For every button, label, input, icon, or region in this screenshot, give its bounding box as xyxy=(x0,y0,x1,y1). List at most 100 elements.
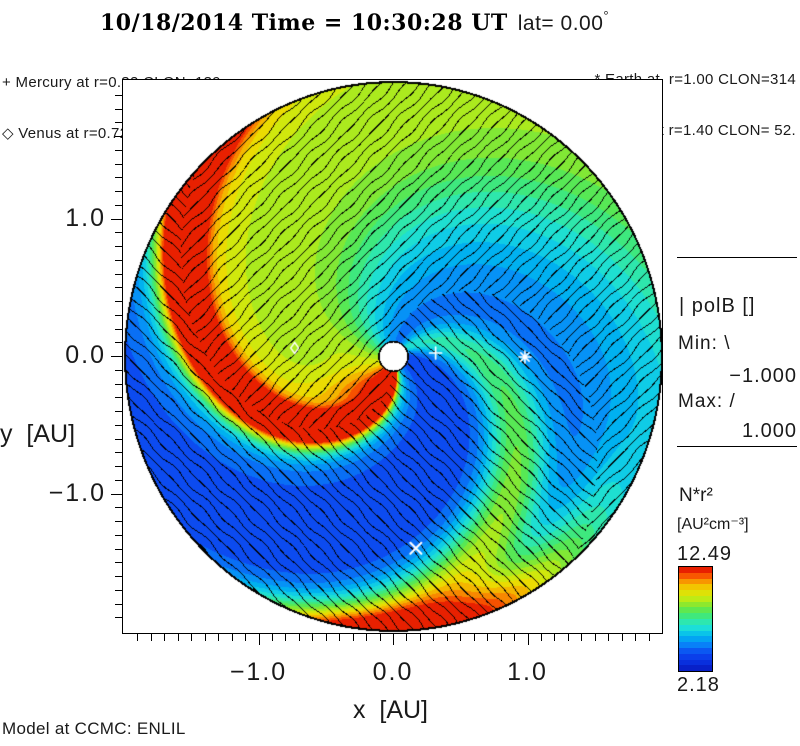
tick-mark xyxy=(115,548,122,550)
tick-mark xyxy=(352,634,354,641)
colorbar-band xyxy=(679,659,712,666)
title-latitude: lat= 0.00° xyxy=(518,8,609,36)
tick-mark xyxy=(115,576,122,577)
colorbar-units-label: [AU²cm⁻³] xyxy=(677,516,749,533)
polb-max-value: 1.000 xyxy=(741,420,797,442)
tick-mark xyxy=(115,94,122,96)
tick-mark xyxy=(115,204,122,206)
tick-mark xyxy=(406,634,408,641)
tick-mark xyxy=(554,634,556,641)
tick-mark xyxy=(115,191,122,192)
tick-mark xyxy=(115,424,122,426)
x-tick-label: −1.0 xyxy=(229,658,288,686)
tick-mark xyxy=(446,634,448,641)
tick-mark xyxy=(366,634,368,641)
tick-mark xyxy=(231,634,233,641)
tick-mark xyxy=(111,493,122,495)
polb-max-label: Max: xyxy=(678,391,724,412)
tick-mark xyxy=(204,634,206,641)
tick-mark xyxy=(325,634,327,641)
tick-mark xyxy=(115,617,122,619)
tick-mark xyxy=(460,634,462,641)
tick-mark xyxy=(115,287,122,289)
plot-title: 10/18/2014 Time = 10:30:28 UT lat= 0.00° xyxy=(100,8,609,36)
tick-mark xyxy=(635,634,637,641)
tick-mark xyxy=(312,634,314,641)
colorbar-band xyxy=(679,630,712,637)
tick-mark xyxy=(567,634,569,641)
tick-mark xyxy=(594,634,596,641)
colorbar xyxy=(678,566,713,672)
colorbar-band xyxy=(679,647,712,654)
tick-mark xyxy=(218,634,220,641)
tick-mark xyxy=(487,634,489,641)
tick-mark xyxy=(115,452,122,454)
tick-mark xyxy=(285,634,287,641)
y-tick-label: 1.0 xyxy=(65,203,106,232)
tick-mark xyxy=(115,342,122,344)
tick-mark xyxy=(621,634,623,641)
tick-mark xyxy=(115,301,122,302)
x-tick-label: 1.0 xyxy=(507,658,548,686)
tick-mark xyxy=(115,273,122,275)
tick-mark xyxy=(177,634,179,641)
polb-min-label: Min: xyxy=(678,333,718,354)
tick-mark xyxy=(115,246,122,247)
colorbar-band xyxy=(679,619,712,625)
polb-rule-bottom xyxy=(677,446,797,447)
polb-max-row: Max: / xyxy=(678,391,736,413)
colorbar-band xyxy=(679,590,712,596)
tick-mark xyxy=(608,634,610,641)
tick-mark xyxy=(111,356,122,357)
tick-mark xyxy=(379,634,381,641)
tick-mark xyxy=(115,149,122,151)
colorbar-band xyxy=(679,613,712,620)
tick-mark xyxy=(115,521,122,522)
tick-mark xyxy=(115,466,122,467)
tick-mark xyxy=(115,136,122,137)
colorbar-band xyxy=(679,595,712,602)
colorbar-band xyxy=(679,653,712,660)
tick-mark xyxy=(164,634,166,641)
tick-mark xyxy=(115,232,122,234)
colorbar-band xyxy=(679,584,712,591)
tick-mark xyxy=(115,534,122,536)
polb-title: | polB [] xyxy=(679,295,756,317)
tick-mark xyxy=(115,562,122,564)
tick-mark xyxy=(115,163,122,165)
tick-mark xyxy=(648,634,650,641)
tick-mark xyxy=(245,634,247,641)
tick-mark xyxy=(115,328,122,330)
tick-mark xyxy=(527,634,529,645)
tick-mark xyxy=(115,177,122,179)
tick-mark xyxy=(393,634,394,645)
colorbar-band xyxy=(679,567,712,573)
polb-rule-top xyxy=(677,257,797,258)
tick-mark xyxy=(298,634,300,641)
tick-mark xyxy=(115,438,122,440)
tick-mark xyxy=(258,634,260,645)
tick-mark xyxy=(115,397,122,399)
x-tick-label: 0.0 xyxy=(372,658,414,686)
tick-mark xyxy=(581,634,583,641)
polb-min-hatch-icon: \ xyxy=(724,333,731,354)
tick-mark xyxy=(540,634,542,641)
colorbar-band xyxy=(679,578,712,585)
tick-mark xyxy=(115,259,122,261)
colorbar-min-value: 2.18 xyxy=(677,674,720,696)
polb-max-hatch-icon: / xyxy=(729,391,736,412)
tick-mark xyxy=(115,507,122,509)
colorbar-band xyxy=(679,624,712,631)
tick-mark xyxy=(191,634,193,641)
density-heatmap xyxy=(123,80,662,633)
y-tick-label: 0.0 xyxy=(65,341,106,369)
colorbar-band xyxy=(679,601,712,608)
tick-mark xyxy=(115,314,122,316)
tick-mark xyxy=(115,411,122,412)
colorbar-max-value: 12.49 xyxy=(677,543,733,565)
tick-mark xyxy=(419,634,421,641)
colorbar-quantity-label: N*r² xyxy=(679,485,713,506)
degree-symbol: ° xyxy=(603,8,610,23)
plot-frame xyxy=(122,79,663,634)
